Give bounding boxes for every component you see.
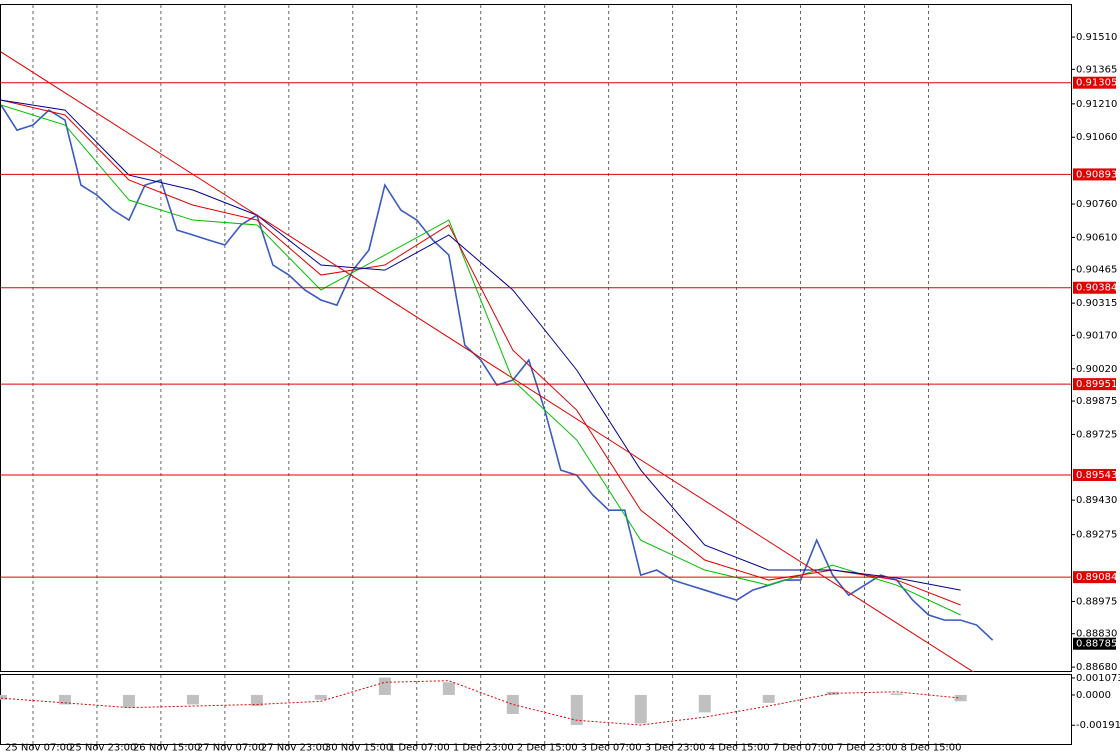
level-tag bbox=[1073, 168, 1116, 181]
level-label: 0.90893 bbox=[1076, 169, 1117, 180]
signal-line bbox=[0, 680, 961, 726]
y-tick-label: 0.90020 bbox=[1076, 364, 1117, 375]
y-tick-label: 0.88830 bbox=[1076, 629, 1117, 640]
histogram-bar bbox=[442, 682, 455, 695]
level-tag bbox=[1073, 281, 1116, 294]
histogram-bar bbox=[122, 694, 135, 708]
x-tick-label: 3 Dec 07:00 bbox=[581, 742, 642, 753]
current-price-label: 0.88785 bbox=[1076, 639, 1117, 650]
x-tick-label: 25 Nov 07:00 bbox=[5, 742, 72, 753]
y-tick-label: 0.90170 bbox=[1076, 330, 1117, 341]
x-tick-label: 30 Nov 15:00 bbox=[325, 742, 392, 753]
histogram-bar bbox=[250, 694, 263, 707]
price-line bbox=[1, 104, 994, 641]
level-tag bbox=[1073, 571, 1116, 584]
histogram-bar bbox=[0, 694, 7, 700]
y-tick-label: 0.90760 bbox=[1076, 199, 1117, 210]
price-pane bbox=[0, 4, 1072, 672]
histogram-bar bbox=[890, 693, 903, 695]
histogram-bar bbox=[58, 694, 71, 705]
histogram-bar bbox=[762, 694, 775, 703]
y-tick-label: 0.90465 bbox=[1076, 265, 1117, 276]
x-tick-label: 8 Dec 15:00 bbox=[901, 742, 962, 753]
price-line bbox=[1, 51, 975, 672]
histogram-bar bbox=[698, 694, 711, 713]
y-tick-label: 0.88680 bbox=[1076, 662, 1117, 673]
histogram-bar bbox=[378, 677, 391, 695]
histogram-bar bbox=[186, 694, 199, 705]
y-tick-label: 0.88975 bbox=[1076, 596, 1117, 607]
y-tick-label: 0.90610 bbox=[1076, 232, 1117, 243]
histogram-bar bbox=[314, 694, 327, 700]
level-label: 0.89951 bbox=[1076, 379, 1117, 390]
x-tick-label: 27 Nov 23:00 bbox=[261, 742, 328, 753]
x-tick-label: 27 Nov 07:00 bbox=[197, 742, 264, 753]
y-tick-label: -0.001911 bbox=[1076, 720, 1120, 731]
level-label: 0.90384 bbox=[1076, 283, 1117, 294]
level-tag bbox=[1073, 76, 1116, 89]
x-tick-label: 26 Nov 15:00 bbox=[133, 742, 200, 753]
y-tick-label: 0.89275 bbox=[1076, 530, 1117, 541]
x-tick-label: 7 Dec 23:00 bbox=[837, 742, 898, 753]
x-tick-label: 1 Dec 23:00 bbox=[453, 742, 514, 753]
level-tag bbox=[1073, 468, 1116, 481]
x-tick-label: 1 Dec 07:00 bbox=[389, 742, 450, 753]
x-tick-label: 3 Dec 23:00 bbox=[645, 742, 706, 753]
x-tick-label: 25 Nov 23:00 bbox=[69, 742, 136, 753]
y-tick-label: 0.001073 bbox=[1076, 673, 1120, 684]
level-label: 0.89084 bbox=[1076, 572, 1117, 583]
oscillator-pane bbox=[0, 674, 1072, 745]
y-tick-label: 0.89430 bbox=[1076, 495, 1117, 506]
histogram-bar bbox=[634, 694, 647, 724]
current-price-tag bbox=[1073, 637, 1116, 650]
level-tag bbox=[1073, 378, 1116, 391]
x-tick-label: 4 Dec 15:00 bbox=[709, 742, 770, 753]
histogram-bar bbox=[570, 694, 583, 726]
x-tick-label: 2 Dec 15:00 bbox=[517, 742, 578, 753]
y-tick-label: 0.0000 bbox=[1076, 690, 1111, 701]
y-tick-label: 0.89725 bbox=[1076, 429, 1117, 440]
histogram-bar bbox=[506, 694, 519, 714]
level-label: 0.91305 bbox=[1076, 78, 1117, 89]
price-line bbox=[1, 99, 961, 591]
y-tick-label: 0.89875 bbox=[1076, 396, 1117, 407]
y-tick-label: 0.91365 bbox=[1076, 64, 1117, 75]
y-tick-label: 0.90315 bbox=[1076, 298, 1117, 309]
y-tick-label: 0.91210 bbox=[1076, 99, 1117, 110]
x-tick-label: 7 Dec 07:00 bbox=[773, 742, 834, 753]
y-tick-label: 0.91060 bbox=[1076, 132, 1117, 143]
level-label: 0.89543 bbox=[1076, 470, 1117, 481]
y-tick-label: 0.91510 bbox=[1076, 32, 1117, 43]
